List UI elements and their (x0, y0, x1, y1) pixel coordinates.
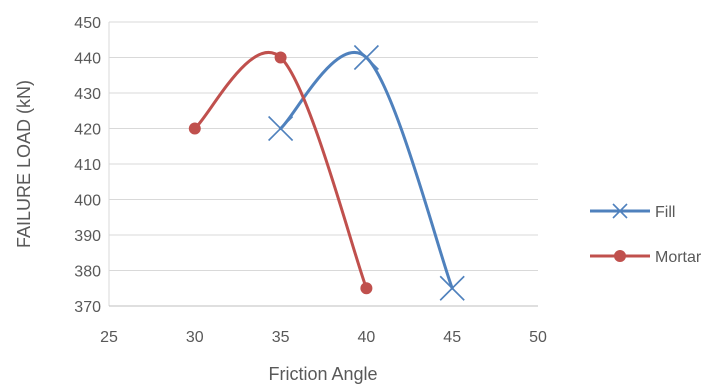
y-tick-label: 400 (74, 193, 101, 210)
legend-label-fill: Fill (655, 204, 675, 221)
axes (108, 22, 538, 307)
data-point-fill (268, 115, 294, 142)
legend: Fill Mortar (590, 203, 702, 266)
y-tick-label: 370 (74, 299, 101, 316)
x-axis-title: Friction Angle (268, 364, 377, 384)
gridlines (109, 21, 538, 307)
y-axis-title: FAILURE LOAD (kN) (14, 80, 34, 248)
data-point-fill-stroke (268, 115, 294, 142)
legend-item-mortar: Mortar (590, 249, 702, 266)
legend-marker-mortar (614, 250, 626, 262)
series-line-mortar (193, 51, 368, 290)
data-point-fill-stroke (439, 275, 465, 301)
data-point-mortar (188, 122, 201, 135)
y-tick-label: 430 (74, 86, 101, 103)
legend-label-mortar: Mortar (655, 249, 702, 266)
data-point-mortar (360, 282, 373, 295)
legend-item-fill: Fill (590, 203, 675, 221)
x-tick-label: 50 (529, 329, 547, 346)
x-tick-label: 25 (100, 329, 118, 346)
series-mortar (188, 51, 373, 295)
y-tick-label: 440 (74, 51, 101, 68)
data-point-mortar (274, 51, 287, 64)
x-tick-label: 35 (272, 329, 290, 346)
y-tick-label: 450 (74, 15, 101, 32)
series-line-fill (279, 51, 454, 290)
x-tick-labels: 25 30 35 40 45 50 (100, 329, 547, 346)
legend-marker-fill-stroke (612, 203, 628, 219)
y-tick-label: 380 (74, 264, 101, 281)
legend-marker-fill (612, 203, 628, 219)
y-tick-label: 410 (74, 157, 101, 174)
series-layer (188, 44, 465, 301)
x-tick-label: 30 (186, 329, 204, 346)
y-tick-labels: 370 380 390 400 410 420 430 440 450 (74, 15, 101, 316)
x-tick-label: 40 (358, 329, 376, 346)
data-point-fill (353, 44, 379, 71)
data-point-fill-stroke (353, 44, 379, 71)
y-tick-label: 420 (74, 122, 101, 139)
x-tick-label: 45 (443, 329, 461, 346)
data-point-fill (439, 275, 465, 301)
y-tick-label: 390 (74, 228, 101, 245)
